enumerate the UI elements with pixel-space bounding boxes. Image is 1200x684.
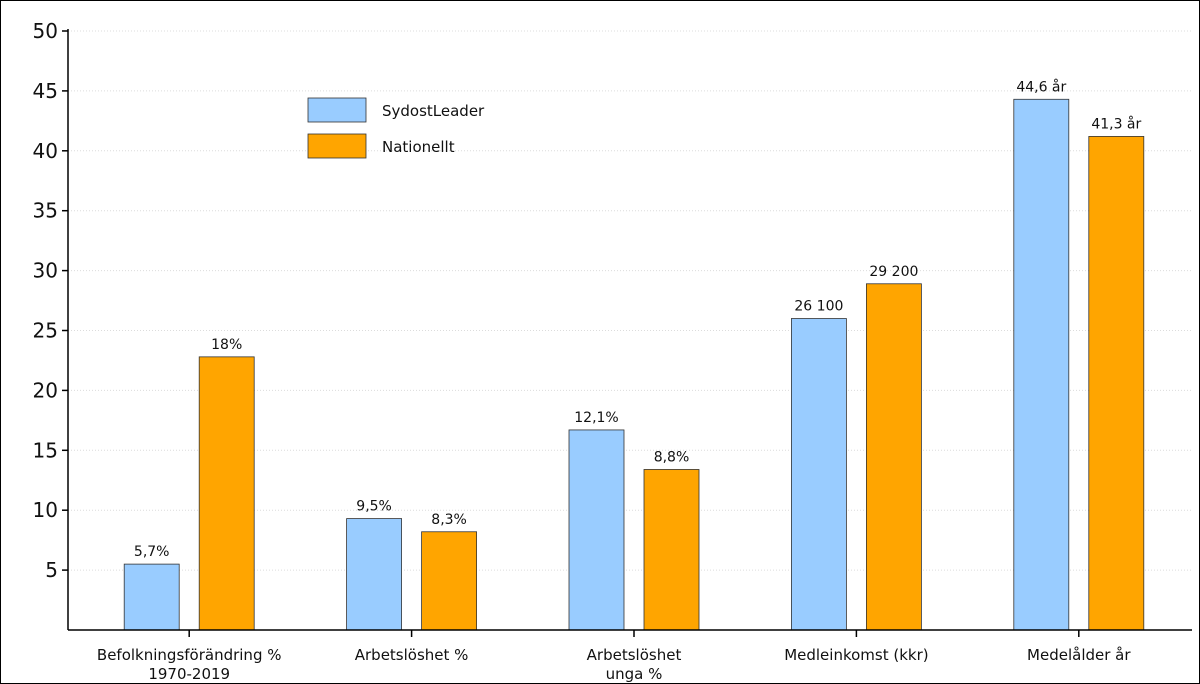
legend-swatch [307,133,367,159]
bar [643,469,700,631]
y-tick-label: 20 [33,378,58,402]
x-tick-label: Medleinkomst (kkr) [784,646,928,664]
legend-swatch [307,97,367,123]
x-axis: Befolkningsförändring %1970-2019 Arbetslö… [68,629,1192,683]
bar [791,318,847,631]
x-tick-label: unga % [606,665,663,683]
bar [866,283,922,631]
bar [1088,136,1145,631]
bars [123,98,1145,631]
bar [123,563,180,631]
data-labels: 5,7% 18% 9,5% 8,3% 12,1% 8,8% 26 100 29 200 44,6… [134,78,1142,560]
legend-label: Nationellt [382,138,455,156]
legend: SydostLeader Nationellt [307,97,485,159]
bar [1013,98,1070,631]
gridlines [68,30,1192,571]
y-tick-label: 40 [33,139,58,163]
y-tick-label: 15 [33,438,58,462]
bar [346,518,403,631]
x-tick-label: Arbetslöshet % [355,646,469,664]
data-label: 29 200 [869,264,918,280]
bar [421,531,478,631]
x-tick-label: Arbetslöshet [587,646,682,664]
y-tick-label: 30 [33,259,58,283]
bar [198,356,255,631]
bar [568,429,625,631]
y-tick-label: 10 [33,498,58,522]
data-label: 18% [211,337,242,353]
legend-label: SydostLeader [382,102,485,120]
x-tick-label: 1970-2019 [148,665,230,683]
data-label: 8,8% [654,449,690,465]
data-label: 26 100 [794,299,843,315]
data-label: 8,3% [431,512,467,528]
y-axis: 5 10 15 20 25 30 35 40 45 50 [33,19,69,630]
y-tick-label: 5 [45,558,58,582]
data-label: 5,7% [134,544,170,560]
y-tick-label: 25 [33,319,58,343]
x-tick-label: Befolkningsförändring % [97,646,282,664]
data-label: 44,6 år [1016,78,1066,95]
y-tick-label: 50 [33,19,58,43]
y-tick-label: 45 [33,79,58,103]
y-tick-label: 35 [33,199,58,223]
data-label: 41,3 år [1091,115,1141,132]
x-tick-label: Medelålder år [1027,646,1131,664]
data-label: 12,1% [574,410,618,426]
data-label: 9,5% [356,499,392,515]
